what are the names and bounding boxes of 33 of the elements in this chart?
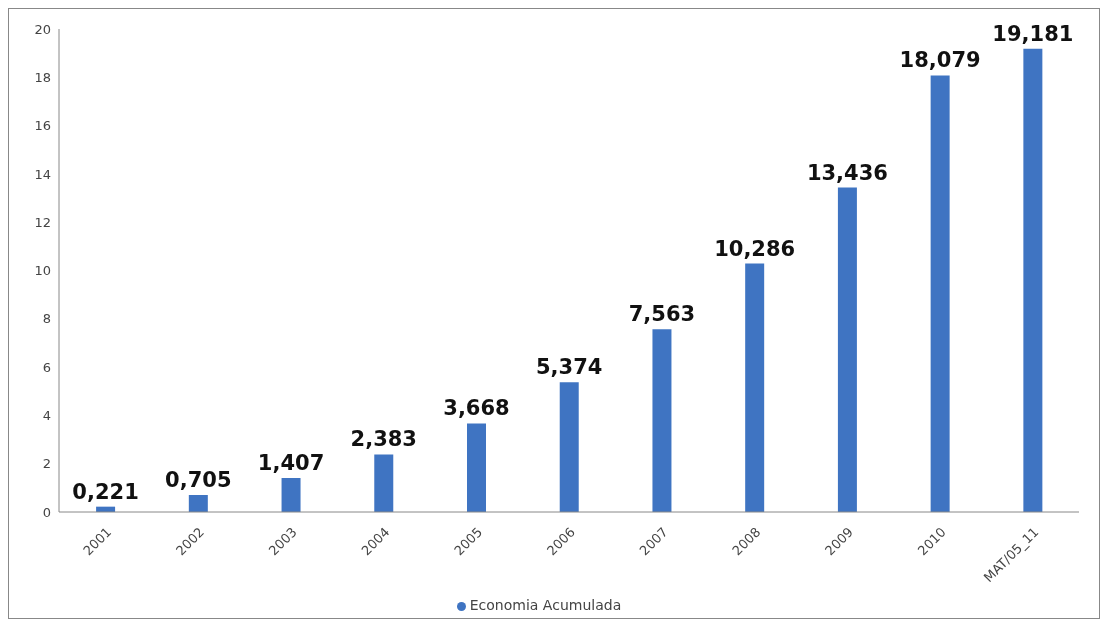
- bar: [374, 454, 394, 512]
- bar: [745, 263, 765, 512]
- data-label: 7,563: [628, 302, 696, 327]
- bar: [467, 423, 486, 512]
- y-tick-label: 2: [42, 456, 51, 472]
- data-label: 13,436: [806, 160, 888, 185]
- data-label: 3,668: [443, 396, 510, 421]
- data-label: 18,079: [899, 48, 981, 73]
- bar: [930, 75, 950, 512]
- bar: [1023, 48, 1043, 512]
- data-label: 2,383: [350, 427, 417, 452]
- y-tick-label: 10: [34, 263, 51, 279]
- legend-label: Economia Acumulada: [469, 597, 622, 613]
- y-tick-label: 14: [34, 166, 51, 182]
- data-label: 10,286: [714, 236, 796, 261]
- y-tick-label: 20: [34, 21, 51, 37]
- bar: [837, 187, 857, 512]
- bar: [188, 494, 208, 512]
- data-label: 19,181: [992, 21, 1074, 46]
- bar: [652, 329, 672, 512]
- data-label: 0,705: [165, 467, 232, 492]
- y-tick-label: 18: [34, 69, 51, 85]
- data-label: 5,374: [536, 355, 603, 380]
- bar: [281, 478, 301, 512]
- y-tick-label: 0: [42, 504, 51, 520]
- data-label: 1,407: [257, 451, 325, 476]
- bar: [559, 382, 579, 512]
- y-tick-label: 12: [34, 214, 51, 230]
- y-tick-label: 6: [42, 359, 51, 375]
- y-tick-label: 16: [34, 118, 51, 134]
- y-tick-label: 8: [42, 311, 51, 327]
- y-tick-label: 4: [42, 408, 51, 424]
- data-label: 0,221: [72, 479, 139, 504]
